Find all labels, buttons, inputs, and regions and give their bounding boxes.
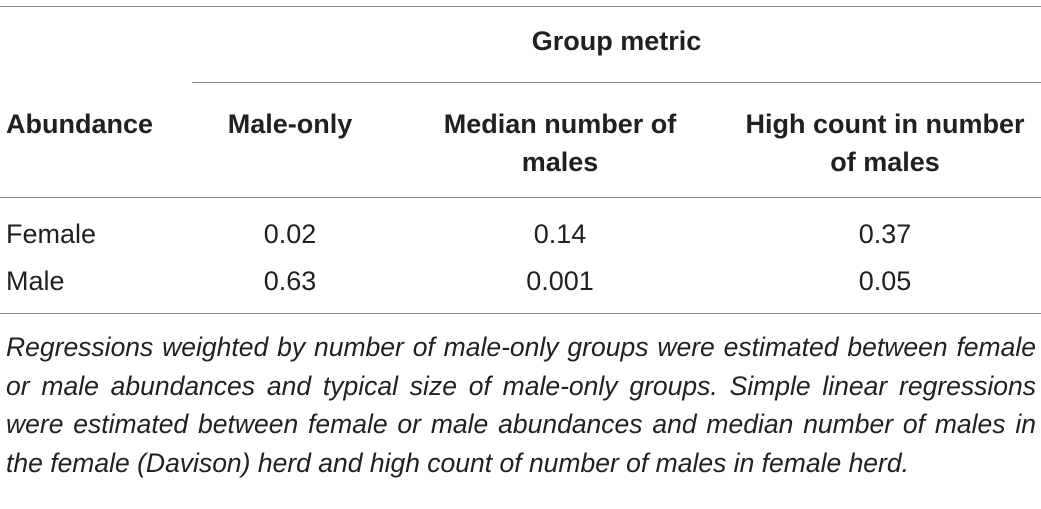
cell-male-median: 0.001 <box>526 266 594 296</box>
cell-male-high-count: 0.05 <box>858 266 912 296</box>
table-footnote: Regressions weighted by number of male-o… <box>6 332 1036 478</box>
cell-female-male-only: 0.02 <box>263 219 317 249</box>
row-label-female: Female <box>6 219 97 249</box>
column-header-median-line2: males <box>521 147 599 177</box>
group-metric-header: Group metric <box>531 26 702 56</box>
cell-male-male-only: 0.63 <box>263 266 317 296</box>
cell-female-median: 0.14 <box>533 219 587 249</box>
column-header-abundance: Abundance <box>6 109 154 139</box>
table-top-rule <box>0 6 1041 7</box>
column-header-high-count-line1: High count in number <box>745 109 1025 139</box>
column-header-male-only: Male-only <box>227 109 353 139</box>
header-bottom-rule <box>0 197 1041 198</box>
group-header-rule <box>192 82 1041 83</box>
column-header-median-line1: Median number of <box>443 109 677 139</box>
row-label-male: Male <box>6 266 65 296</box>
column-header-high-count-line2: of males <box>830 147 940 177</box>
table-bottom-rule <box>0 313 1041 314</box>
cell-female-high-count: 0.37 <box>858 219 912 249</box>
